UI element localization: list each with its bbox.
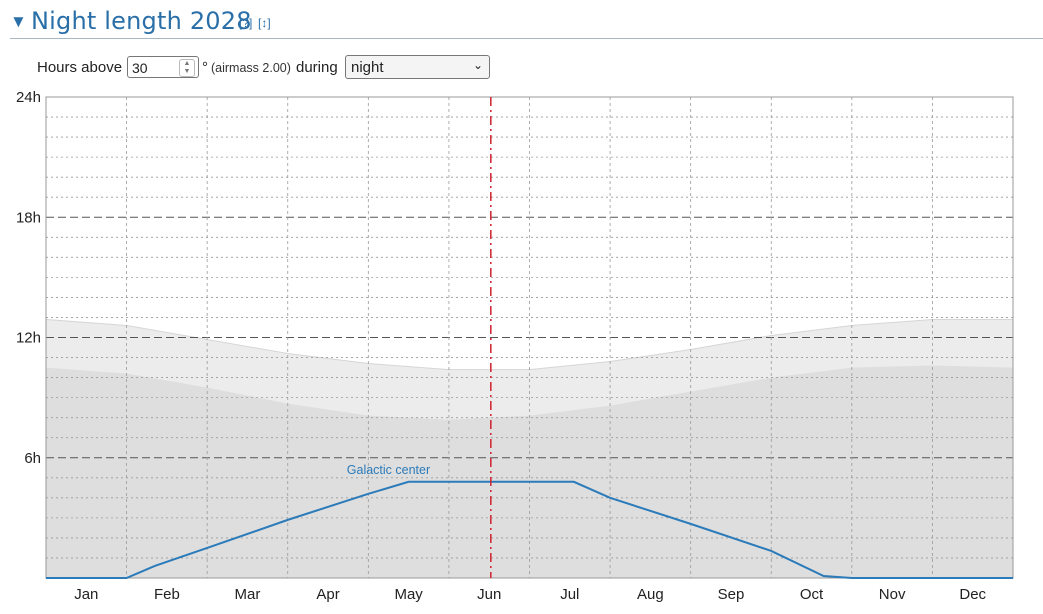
hours-above-label: Hours above	[37, 59, 123, 76]
x-tick-label: Dec	[959, 586, 986, 603]
x-tick-label: Feb	[154, 586, 180, 603]
x-tick-label: Jan	[74, 586, 98, 603]
x-tick-label: Aug	[637, 586, 664, 603]
series-line-galactic-center	[46, 480, 1013, 579]
x-tick-label: Nov	[879, 586, 906, 603]
y-tick-label: 6h	[24, 450, 41, 467]
help-link[interactable]: [?]	[239, 16, 253, 30]
y-tick-label: 24h	[16, 89, 41, 106]
x-tick-label: May	[394, 586, 423, 603]
expand-link[interactable]: [↕]	[258, 16, 271, 30]
period-select[interactable]: night ⌄	[345, 55, 490, 79]
y-tick-label: 18h	[16, 209, 41, 226]
x-tick-label: Oct	[800, 586, 824, 603]
altitude-value: 30	[132, 60, 148, 76]
altitude-input[interactable]: 30 ▲ ▼	[127, 56, 199, 78]
airmass-note: (airmass 2.00)	[211, 61, 291, 75]
section-title: Night length 2028	[31, 7, 252, 35]
x-tick-label: Mar	[235, 586, 261, 603]
spinner-arrows-icon[interactable]: ▲ ▼	[179, 59, 195, 77]
x-tick-label: Jul	[560, 586, 579, 603]
chevron-down-icon: ⌄	[472, 58, 483, 72]
series-annotation-label: Galactic center	[347, 463, 430, 477]
plot-frame	[45, 96, 1014, 579]
section-header: ▼ Night length 2028 [?] [↕]	[10, 4, 1043, 39]
x-tick-label: Sep	[718, 586, 745, 603]
x-tick-label: Apr	[316, 586, 339, 603]
collapse-triangle-icon[interactable]: ▼	[10, 12, 27, 31]
y-tick-label: 12h	[16, 330, 41, 347]
degree-suffix: °	[202, 59, 208, 76]
x-tick-label: Jun	[477, 586, 501, 603]
during-label: during	[296, 59, 338, 76]
period-selected-value: night	[351, 59, 384, 76]
